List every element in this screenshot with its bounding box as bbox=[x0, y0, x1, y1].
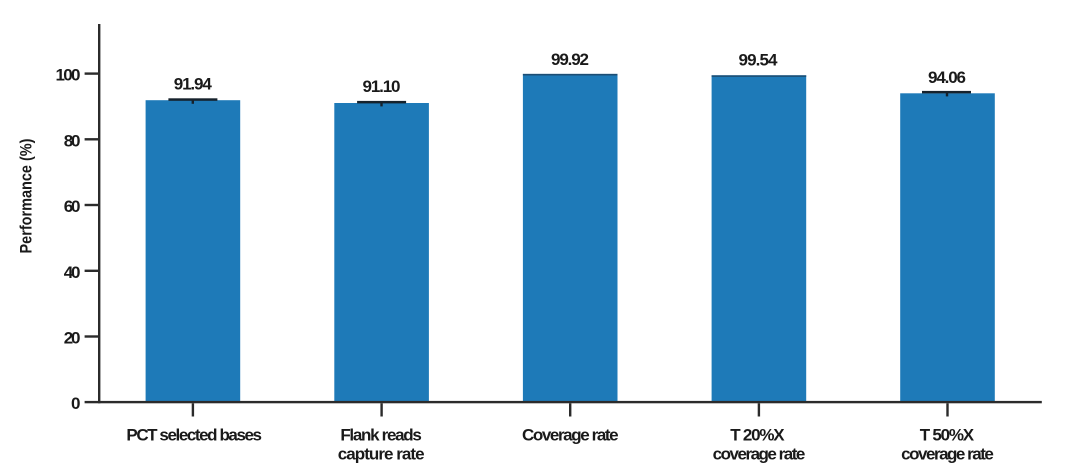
svg-text:Performance (%): Performance (%) bbox=[17, 139, 36, 254]
svg-text:Coverage rate: Coverage rate bbox=[522, 426, 619, 445]
svg-text:94.06: 94.06 bbox=[928, 68, 966, 87]
svg-text:91.94: 91.94 bbox=[174, 75, 213, 94]
svg-text:0: 0 bbox=[71, 394, 80, 413]
svg-text:91.10: 91.10 bbox=[363, 77, 401, 96]
svg-text:T 20%X: T 20%X bbox=[730, 426, 785, 445]
svg-text:capture rate: capture rate bbox=[338, 444, 425, 463]
svg-text:80: 80 bbox=[64, 131, 81, 150]
svg-text:100: 100 bbox=[56, 66, 81, 85]
svg-text:coverage rate: coverage rate bbox=[901, 444, 994, 463]
svg-text:coverage rate: coverage rate bbox=[713, 444, 806, 463]
svg-text:T 50%X: T 50%X bbox=[920, 426, 975, 445]
svg-text:60: 60 bbox=[64, 197, 81, 216]
svg-text:40: 40 bbox=[64, 263, 81, 282]
svg-text:Flank reads: Flank reads bbox=[340, 426, 422, 445]
svg-text:99.54: 99.54 bbox=[739, 51, 779, 70]
svg-text:PCT selected bases: PCT selected bases bbox=[126, 426, 262, 445]
svg-text:20: 20 bbox=[64, 329, 81, 348]
svg-text:99.92: 99.92 bbox=[551, 50, 589, 69]
